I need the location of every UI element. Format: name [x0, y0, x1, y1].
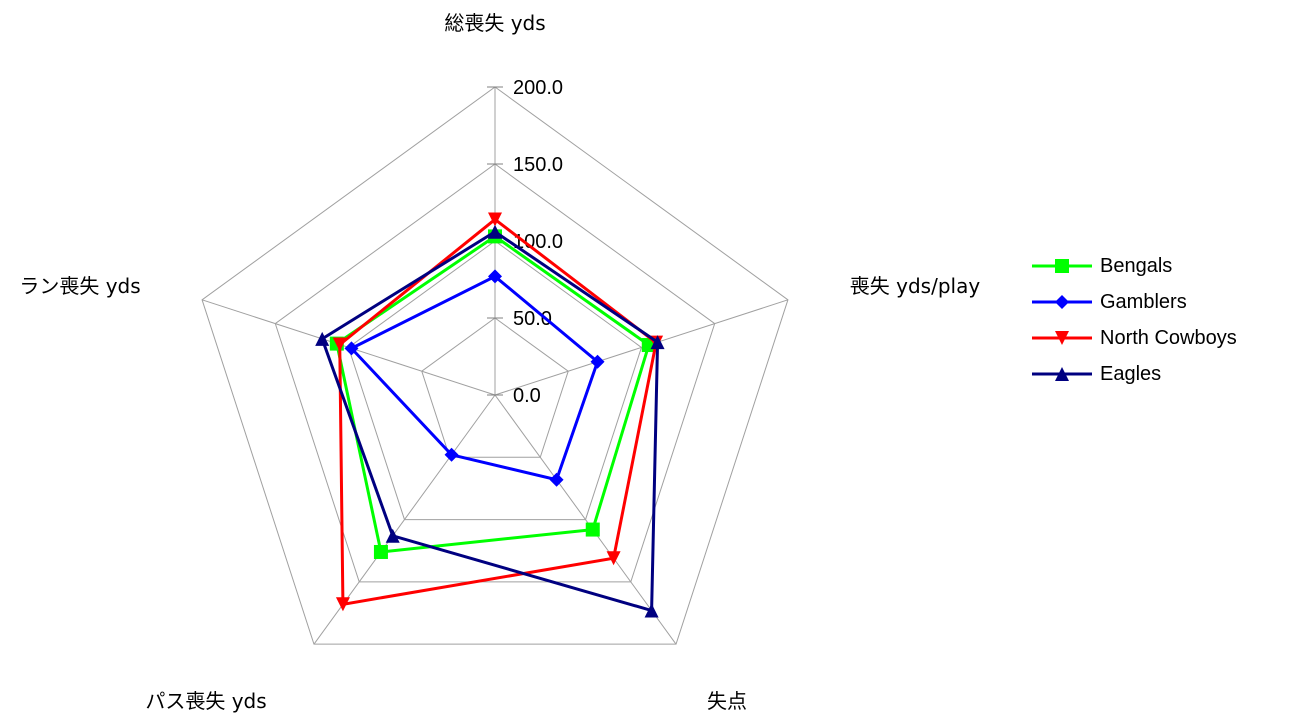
legend-label: Bengals [1100, 254, 1173, 277]
data-point [385, 528, 400, 543]
tick-label: 50.0 [513, 308, 552, 330]
radar-ticks: 0.0 50.0 100.0 150.0 200.0 [513, 77, 563, 407]
data-point [585, 522, 600, 537]
data-point [1055, 259, 1069, 273]
data-point [1055, 367, 1069, 381]
axis-label: 喪失 yds/play [850, 274, 981, 298]
data-point [1055, 295, 1069, 309]
data-point [549, 472, 564, 487]
data-point [344, 341, 359, 356]
data-point [332, 337, 347, 352]
axis-label: 総喪失 yds [444, 11, 545, 35]
axis-label: パス喪失 yds [145, 689, 266, 713]
grid-ring [274, 163, 716, 583]
legend-swatch [1032, 331, 1092, 345]
data-point [488, 224, 502, 239]
data-point [606, 551, 621, 566]
axis-label: ラン喪失 yds [19, 274, 140, 298]
legend-item: North Cowboys [1030, 320, 1237, 356]
grid-ring [347, 240, 643, 521]
grid-ring [201, 86, 789, 645]
grid-spoke [494, 394, 677, 645]
tick-label: 0.0 [513, 385, 541, 407]
legend-swatch [1032, 295, 1092, 309]
grid-spoke [494, 299, 789, 396]
data-point [488, 212, 502, 227]
tick-label: 150.0 [513, 154, 563, 176]
axis-labels: 総喪失 yds 喪失 yds/play 失点 パス喪失 yds ラン喪失 yds [19, 11, 980, 713]
data-point [373, 544, 388, 559]
legend-swatch [1032, 259, 1092, 273]
data-point [315, 331, 330, 346]
axis-label: 失点 [707, 689, 747, 713]
legend-item: Eagles [1030, 356, 1237, 392]
grid-ring [421, 317, 569, 458]
tick-label: 100.0 [513, 231, 563, 253]
tick-label: 200.0 [513, 77, 563, 99]
radar-grid [201, 86, 789, 645]
legend: Bengals Gamblers North Cowboys Eagles [1030, 248, 1237, 392]
data-point [1055, 331, 1069, 345]
radar-series [315, 212, 665, 618]
data-point [488, 269, 502, 284]
legend-item: Bengals [1030, 248, 1237, 284]
series-line [320, 229, 660, 613]
legend-label: Gamblers [1100, 290, 1187, 313]
data-point [644, 603, 659, 618]
legend-swatch [1032, 367, 1092, 381]
data-point [590, 354, 605, 369]
series-eagles [315, 224, 665, 618]
series-line [348, 274, 600, 482]
data-point [444, 447, 459, 462]
legend-label: North Cowboys [1100, 326, 1237, 349]
data-point [335, 597, 350, 612]
legend-label: Eagles [1100, 362, 1162, 385]
data-point [650, 335, 665, 350]
series-gamblers [344, 269, 605, 487]
legend-item: Gamblers [1030, 284, 1237, 320]
